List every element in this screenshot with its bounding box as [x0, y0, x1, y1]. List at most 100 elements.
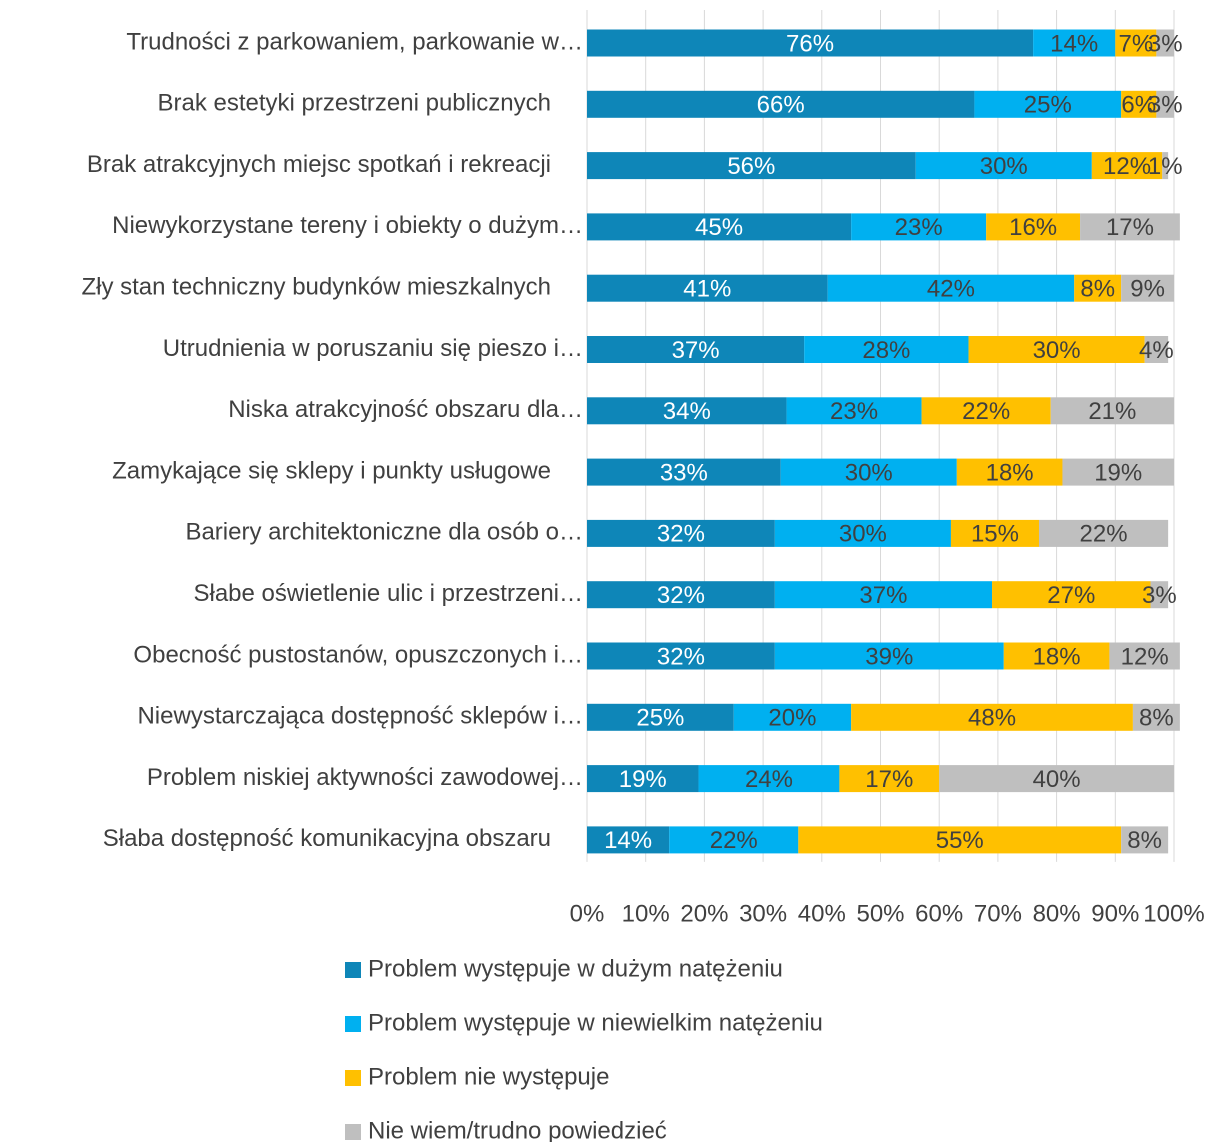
bar-segment	[669, 826, 799, 854]
data-label: 22%	[962, 398, 1010, 425]
data-label: 17%	[1106, 214, 1154, 241]
bar-segment	[587, 642, 775, 670]
legend-label: Problem występuje w dużym natężeniu	[368, 955, 783, 982]
category-label: Niewystarczająca dostępność sklepów i…	[137, 703, 583, 730]
bar-segment	[587, 397, 787, 425]
data-label: 8%	[1139, 705, 1174, 732]
bar-segment	[1121, 90, 1157, 118]
data-label: 76%	[786, 30, 834, 57]
bar-segment	[587, 213, 852, 241]
bar-segment	[851, 213, 987, 241]
bar-segment	[1162, 152, 1169, 180]
data-label: 41%	[683, 276, 731, 303]
data-label: 18%	[1033, 643, 1081, 670]
data-label: 16%	[1009, 214, 1057, 241]
bar-segment	[1074, 274, 1122, 302]
category-label: Utrudnienia w poruszaniu się pieszo i…	[163, 335, 583, 362]
x-tick-label: 50%	[856, 900, 904, 927]
bar-segment	[587, 458, 781, 486]
bar-segment	[774, 519, 951, 547]
bar-segment	[587, 336, 805, 363]
category-label: Zamykające się sklepy i punkty usługowe	[112, 457, 551, 484]
data-label: 48%	[968, 705, 1016, 732]
data-label: 25%	[1024, 92, 1072, 119]
x-tick-label: 60%	[915, 900, 963, 927]
bar-segment	[1091, 152, 1163, 180]
data-label: 30%	[1033, 337, 1081, 364]
bar-segment	[798, 826, 1122, 854]
data-label: 34%	[663, 398, 711, 425]
bar-segment	[1156, 29, 1174, 57]
bar-segment	[1050, 397, 1174, 425]
bar-segment	[1144, 336, 1169, 363]
x-tick-label: 70%	[974, 900, 1022, 927]
bar-segment	[992, 581, 1151, 609]
category-label: Obecność pustostanów, opuszczonych i…	[133, 641, 583, 668]
data-label: 19%	[619, 766, 667, 793]
data-label: 30%	[980, 153, 1028, 180]
legend-label: Problem nie występuje	[368, 1063, 609, 1090]
legend-swatch	[345, 962, 361, 978]
data-label: 14%	[604, 827, 652, 854]
bar-segment	[1033, 29, 1116, 57]
bar-segment	[587, 703, 734, 731]
category-label: Zły stan techniczny budynków mieszkalnyc…	[81, 274, 551, 301]
data-label: 23%	[830, 398, 878, 425]
data-label: 9%	[1130, 276, 1165, 303]
data-label: 7%	[1119, 30, 1154, 57]
data-label: 6%	[1121, 92, 1156, 119]
bar-segment	[1121, 274, 1174, 302]
x-tick-label: 0%	[570, 900, 605, 927]
data-label: 3%	[1142, 582, 1177, 609]
data-label: 23%	[895, 214, 943, 241]
category-label: Słaba dostępność komunikacyjna obszaru	[103, 825, 551, 852]
x-tick-label: 10%	[622, 900, 670, 927]
bar-segment	[587, 152, 916, 180]
x-tick-label: 90%	[1091, 900, 1139, 927]
legend-label: Nie wiem/trudno powiedzieć	[368, 1117, 667, 1142]
data-label: 56%	[727, 153, 775, 180]
bar-segment	[851, 703, 1133, 731]
data-label: 33%	[660, 459, 708, 486]
data-label: 20%	[768, 705, 816, 732]
data-label: 28%	[862, 337, 910, 364]
legend-swatch	[345, 1070, 361, 1086]
data-label: 55%	[936, 827, 984, 854]
legend-label: Problem występuje w niewielkim natężeniu	[368, 1009, 823, 1036]
category-label: Brak atrakcyjnych miejsc spotkań i rekre…	[87, 151, 551, 178]
bar-segment	[786, 397, 922, 425]
data-label: 66%	[757, 92, 805, 119]
bar-segment	[950, 519, 1039, 547]
data-label: 25%	[636, 705, 684, 732]
data-label: 32%	[657, 521, 705, 548]
x-tick-label: 40%	[798, 900, 846, 927]
bar-segment	[1080, 213, 1180, 241]
data-label: 32%	[657, 643, 705, 670]
data-label: 37%	[672, 337, 720, 364]
data-label: 8%	[1080, 276, 1115, 303]
bar-segment	[827, 274, 1075, 302]
bar-segment	[1121, 826, 1169, 854]
bar-segment	[1132, 703, 1180, 731]
data-label: 32%	[657, 582, 705, 609]
data-label: 8%	[1127, 827, 1162, 854]
category-label: Niska atrakcyjność obszaru dla…	[228, 396, 583, 423]
bar-segment	[587, 519, 775, 547]
data-label: 27%	[1047, 582, 1095, 609]
data-label: 12%	[1103, 153, 1151, 180]
bar-segment	[587, 29, 1034, 57]
bar-segment	[1150, 581, 1169, 609]
bar-segment	[587, 826, 670, 854]
x-tick-label: 20%	[680, 900, 728, 927]
category-label: Bariery architektoniczne dla osób o…	[185, 519, 583, 546]
bar-segment	[974, 90, 1122, 118]
data-label: 45%	[695, 214, 743, 241]
bar-segment	[587, 90, 975, 118]
category-label: Brak estetyki przestrzeni publicznych	[158, 90, 552, 117]
category-label: Trudności z parkowaniem, parkowanie w…	[126, 28, 583, 55]
data-label: 22%	[1080, 521, 1128, 548]
data-label: 22%	[710, 827, 758, 854]
data-label: 42%	[927, 276, 975, 303]
bar-segment	[1003, 642, 1110, 670]
